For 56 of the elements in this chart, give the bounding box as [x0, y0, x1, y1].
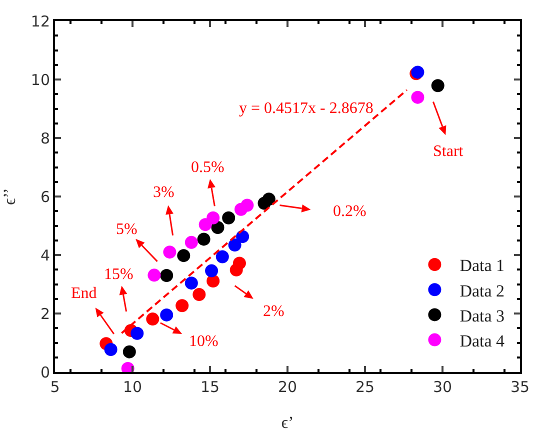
annotation: End [71, 285, 97, 302]
annotation: 0.5% [191, 159, 224, 176]
y-tick-label: 4 [40, 246, 50, 264]
x-tick-label: 35 [510, 378, 530, 396]
point [411, 90, 424, 104]
y-tick-label: 2 [40, 304, 50, 323]
point [431, 79, 444, 92]
x-tick-label: 20 [278, 378, 298, 396]
annotation: Start [433, 143, 464, 160]
point [176, 299, 189, 312]
x-axis-title: ϵ’ [281, 413, 294, 432]
point [160, 268, 174, 282]
point [206, 211, 220, 224]
x-tick-label: 10 [122, 378, 142, 396]
annotation: 15% [104, 266, 134, 283]
annotation: 0.2% [333, 203, 366, 220]
point [216, 250, 229, 264]
annotation: 3% [153, 184, 174, 201]
y-tick-label: 0 [40, 363, 50, 382]
annotation: y = 0.4517x - 2.8678 [239, 100, 374, 117]
point [262, 192, 276, 206]
point [148, 268, 161, 282]
legend-label: Data 1 [460, 256, 505, 276]
x-tick-label: 25 [355, 378, 375, 396]
point [211, 221, 224, 234]
y-tick-label: 8 [40, 129, 50, 148]
point [104, 342, 118, 356]
annotation: 2% [263, 303, 284, 320]
y-tick-label: 10 [30, 70, 50, 89]
legend-label: Data 3 [460, 306, 505, 326]
annotation: 5% [116, 221, 138, 238]
y-tick-label: 6 [40, 188, 50, 206]
y-axis-title: ϵ’’ [0, 188, 19, 205]
point [232, 256, 246, 270]
point [177, 249, 190, 262]
x-tick-label: 5 [50, 378, 60, 396]
point [122, 345, 136, 358]
point [236, 230, 250, 244]
point [184, 236, 198, 249]
legend-label: Data 2 [460, 281, 505, 300]
point [160, 308, 174, 322]
point [222, 211, 236, 224]
point [228, 238, 242, 252]
x-tick-label: 30 [432, 378, 452, 396]
point [130, 326, 144, 340]
point [192, 288, 206, 301]
x-tick-label: 15 [200, 378, 220, 396]
point [240, 198, 254, 212]
y-tick-label: 12 [30, 12, 50, 30]
annotation: 10% [189, 333, 218, 350]
point [197, 232, 210, 246]
point [184, 276, 198, 290]
legend-label: Data 4 [460, 331, 506, 350]
point [146, 312, 160, 326]
point [163, 246, 176, 259]
point [205, 264, 218, 278]
